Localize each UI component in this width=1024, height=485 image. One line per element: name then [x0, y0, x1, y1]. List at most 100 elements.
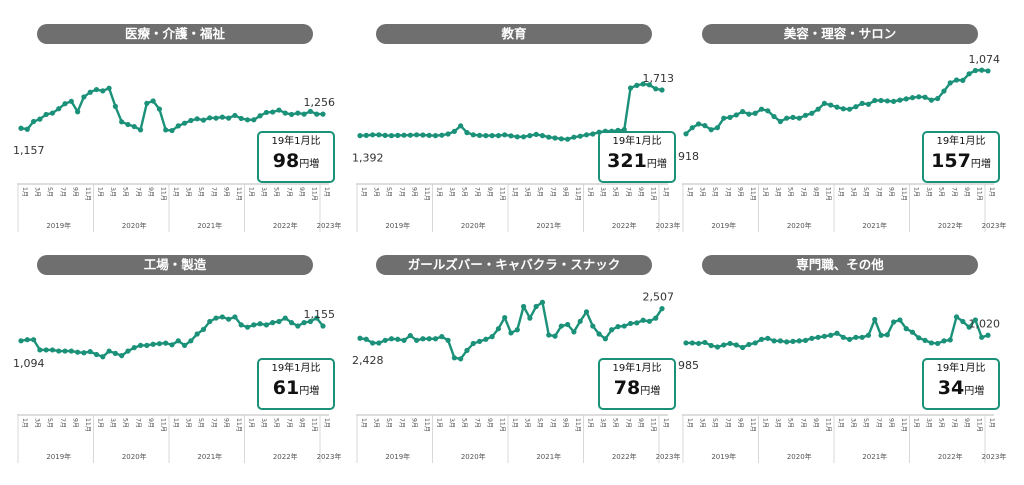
data-point — [476, 338, 483, 344]
x-tick-label: 11月 — [84, 418, 91, 432]
x-tick-label: 11月 — [235, 418, 242, 432]
data-point — [445, 337, 451, 343]
x-tick-label: 9月 — [736, 187, 743, 197]
data-point — [621, 323, 627, 329]
x-tick-label: 1月 — [97, 418, 104, 428]
box-unit: 円増 — [646, 159, 667, 170]
data-point — [979, 334, 985, 340]
data-point — [909, 329, 916, 335]
data-point — [150, 341, 156, 347]
x-tick-label: 3月 — [34, 187, 41, 197]
data-point — [853, 104, 859, 110]
x-tick-label: 3月 — [524, 418, 531, 428]
data-point — [194, 331, 200, 337]
x-tick-label: 11月 — [824, 418, 831, 432]
x-tick-label: 5月 — [461, 418, 468, 428]
box-caption: 19年1月比 — [271, 136, 321, 147]
box-unit: 円増 — [970, 159, 991, 170]
data-point — [357, 133, 363, 139]
data-point — [941, 88, 947, 94]
data-point — [659, 87, 665, 93]
data-point — [714, 344, 721, 350]
data-point — [232, 314, 238, 320]
data-point — [527, 133, 533, 139]
data-point — [263, 322, 269, 328]
start-value-label: 1,157 — [13, 144, 45, 157]
data-point — [119, 119, 125, 125]
data-point — [37, 116, 43, 122]
data-point — [752, 340, 758, 346]
x-tick-label: 7月 — [950, 418, 957, 428]
data-point — [181, 342, 188, 348]
data-point — [790, 338, 796, 344]
x-tick-label: 1月 — [988, 418, 995, 428]
data-point — [169, 342, 175, 348]
x-tick-label: 3月 — [109, 187, 116, 197]
data-point — [828, 102, 834, 108]
data-point — [590, 131, 596, 137]
data-point — [376, 132, 382, 138]
x-tick-label: 9月 — [736, 418, 743, 428]
data-point — [24, 126, 30, 132]
data-point — [363, 132, 369, 138]
x-tick-label: 9月 — [486, 187, 493, 197]
data-point — [935, 340, 941, 347]
data-point — [746, 341, 752, 348]
data-point — [112, 350, 118, 356]
x-tick-label: 3月 — [260, 418, 267, 428]
x-tick-label: 7月 — [134, 187, 141, 197]
x-tick-label: 7月 — [59, 418, 66, 428]
x-tick-label: 7月 — [285, 187, 292, 197]
data-point — [388, 336, 395, 342]
x-tick-label: 7月 — [210, 187, 217, 197]
data-point — [752, 110, 758, 116]
x-tick-label: 1月 — [436, 418, 443, 428]
data-point — [68, 98, 74, 104]
x-tick-label: 1月 — [837, 418, 844, 428]
x-tick-label: 9月 — [963, 187, 970, 197]
box-unit: 円増 — [299, 159, 320, 170]
year-label: 2020年 — [122, 221, 147, 230]
data-point — [922, 337, 928, 343]
x-tick-label: 3月 — [925, 418, 932, 428]
x-tick-label: 1月 — [360, 418, 367, 428]
data-point — [571, 329, 577, 335]
box-caption: 19年1月比 — [271, 363, 321, 374]
x-tick-label: 1月 — [837, 187, 844, 197]
data-point — [251, 117, 257, 123]
data-point — [527, 315, 533, 321]
data-point — [777, 118, 783, 125]
x-tick-label: 11月 — [235, 187, 242, 201]
data-point — [43, 347, 49, 353]
x-tick-label: 5月 — [862, 418, 869, 428]
x-tick-label: 9月 — [812, 187, 819, 197]
year-label: 2023年 — [656, 221, 681, 230]
x-tick-label: 1月 — [913, 187, 920, 197]
year-label: 2021年 — [536, 221, 561, 230]
data-point — [520, 134, 527, 140]
x-tick-label: 3月 — [850, 418, 857, 428]
data-point — [483, 133, 489, 139]
data-point — [721, 342, 727, 348]
data-point — [821, 100, 828, 107]
line-chart: 1月 3月 5月 7月 9月 11月 1月 3月 5月 7月 9月 11月 1月 3月 5月 7月 9月 11月 1… — [352, 72, 681, 232]
year-label: 2021年 — [536, 452, 561, 461]
data-point — [960, 77, 966, 83]
x-tick-label: 11月 — [498, 418, 505, 432]
x-tick-label: 3月 — [699, 187, 706, 197]
data-point — [727, 114, 733, 120]
data-point — [188, 117, 194, 124]
box-caption: 19年1月比 — [936, 136, 986, 147]
data-point — [972, 67, 979, 74]
data-point — [621, 127, 627, 133]
data-point — [539, 133, 546, 139]
x-tick-label: 1月 — [988, 187, 995, 197]
data-point — [470, 340, 476, 347]
x-tick-label: 3月 — [599, 187, 606, 197]
box-value: 157 — [931, 150, 971, 172]
data-point — [953, 314, 960, 320]
x-tick-label: 5月 — [385, 418, 392, 428]
data-point — [407, 132, 413, 138]
x-tick-label: 11月 — [900, 187, 907, 201]
data-point — [714, 125, 721, 131]
